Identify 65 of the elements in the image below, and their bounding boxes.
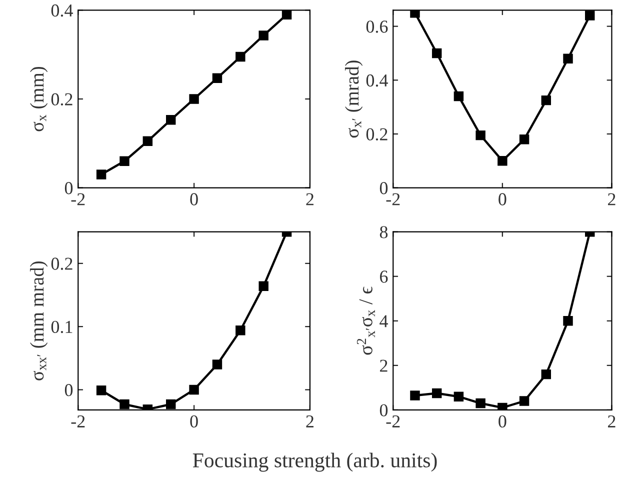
y-tick-label: 0 bbox=[380, 404, 388, 416]
point bbox=[432, 48, 442, 58]
y-tick-label: 2 bbox=[380, 360, 388, 372]
point bbox=[585, 10, 595, 20]
y-tick-label: 0 bbox=[380, 182, 388, 194]
point bbox=[96, 170, 106, 180]
point bbox=[519, 134, 530, 144]
x-tick-label: -2 bbox=[71, 193, 85, 206]
point bbox=[236, 52, 246, 62]
x-tick-label: 0 bbox=[190, 415, 198, 428]
point bbox=[120, 399, 130, 410]
point bbox=[236, 326, 246, 336]
point bbox=[541, 95, 552, 106]
y-tick-label: 6 bbox=[380, 270, 388, 283]
point bbox=[212, 360, 222, 370]
x-tick-label: 0 bbox=[190, 193, 198, 206]
x-tick-label: -2 bbox=[386, 415, 400, 428]
point bbox=[96, 386, 106, 396]
x-axis-title: Focusing strength (arb. units) bbox=[192, 452, 437, 472]
x-tick-label: 0 bbox=[498, 415, 506, 428]
point bbox=[541, 369, 552, 380]
point bbox=[454, 392, 464, 402]
point bbox=[142, 136, 153, 146]
x-tick-label: -2 bbox=[71, 415, 85, 428]
point bbox=[498, 156, 508, 166]
x-tick-label: -2 bbox=[386, 193, 400, 206]
point bbox=[410, 10, 420, 18]
y-tick-label: 8 bbox=[380, 226, 388, 238]
y-tick-label: 0.2 bbox=[51, 258, 72, 270]
y-axis-title: σ$_{x}$ (mm) bbox=[30, 66, 48, 132]
x-tick-label: 2 bbox=[608, 415, 616, 428]
y-tick-label: 0.2 bbox=[366, 128, 388, 140]
y-tick-label: 0 bbox=[64, 182, 73, 194]
point bbox=[410, 390, 420, 400]
y-tick-label: 4 bbox=[380, 315, 388, 328]
point bbox=[563, 316, 573, 326]
point bbox=[189, 94, 199, 104]
y-tick-label: 0.1 bbox=[51, 320, 72, 334]
point bbox=[454, 91, 464, 102]
point bbox=[189, 384, 199, 395]
y-tick-label: 0.4 bbox=[51, 4, 73, 17]
point bbox=[563, 54, 573, 64]
point bbox=[212, 73, 222, 83]
y-tick-label: 0.6 bbox=[366, 20, 388, 33]
point bbox=[476, 398, 486, 408]
point bbox=[498, 402, 508, 410]
point bbox=[120, 156, 130, 166]
y-tick-label: 0 bbox=[64, 384, 73, 396]
y-axis-title: σ$_{x′}$ (mrad) bbox=[345, 60, 363, 138]
point bbox=[258, 281, 268, 292]
y-axis-title: σ$_{xx′}$ (mm mrad) bbox=[30, 261, 48, 380]
point bbox=[166, 399, 176, 410]
y-axis-title: σ$^{2}$$_{x′}$σ$_{x}$ / ϵ bbox=[356, 286, 375, 355]
point bbox=[282, 10, 292, 20]
x-tick-label: 2 bbox=[608, 193, 616, 206]
point bbox=[166, 114, 176, 125]
x-tick-label: 2 bbox=[306, 193, 314, 206]
x-tick-label: 0 bbox=[498, 193, 506, 206]
x-tick-label: 2 bbox=[306, 415, 314, 428]
y-tick-label: 0.4 bbox=[366, 74, 388, 87]
point bbox=[432, 388, 442, 398]
point bbox=[258, 30, 268, 40]
point bbox=[476, 130, 486, 140]
point bbox=[519, 396, 530, 406]
y-tick-label: 0.2 bbox=[51, 93, 72, 106]
